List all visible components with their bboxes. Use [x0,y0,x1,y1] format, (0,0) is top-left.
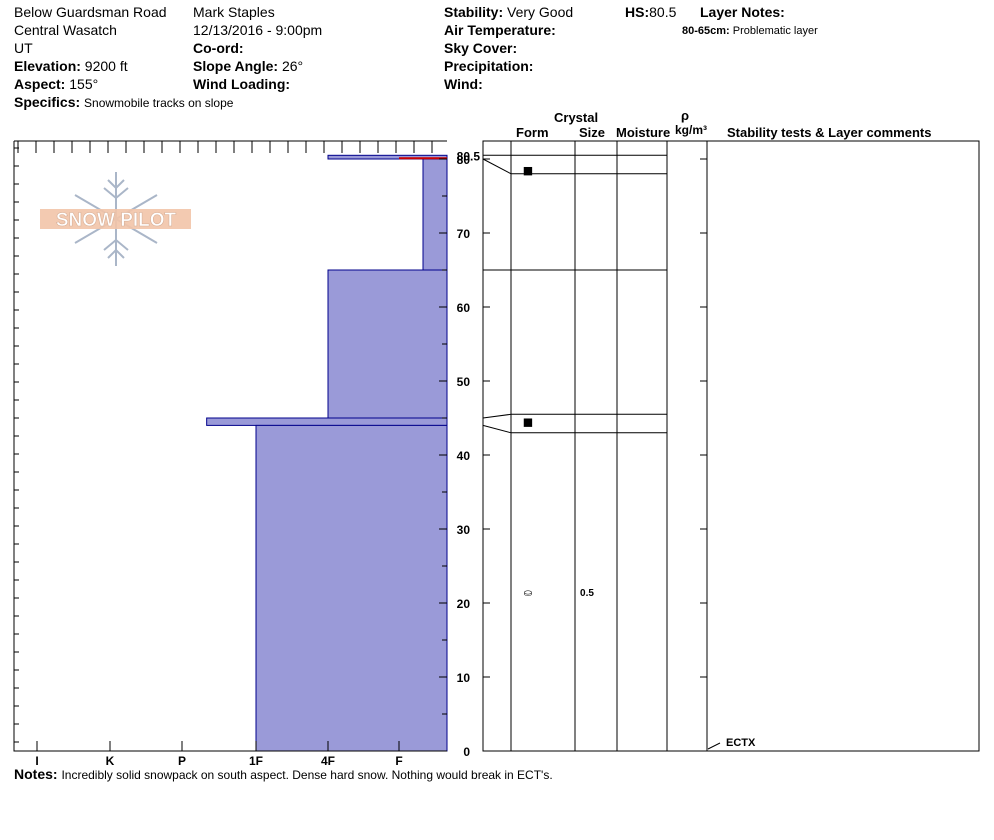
elevation-value: 9200 ft [84,58,128,74]
specifics-label: Specifics: [14,94,81,110]
crystal-form-1: ■ [523,416,533,429]
hardness-tick-label: 1F [249,754,263,768]
depth-tick-label: 80 [457,153,471,167]
hardness-layer-3 [206,417,448,426]
layer-note-text: Problematic layer [732,25,818,37]
mountain-range: Central Wasatch [14,22,117,38]
slope-label: Slope Angle: [193,58,279,74]
depth-tick-label: 10 [457,671,471,685]
table-frame [482,140,980,752]
size-header: Size [579,125,606,140]
hardness-tick-label: P [178,754,186,768]
form-header: Form [516,125,549,140]
left-frame-axes [13,141,447,752]
density-unit-header: kg/m³ [675,123,708,137]
hardness-tick-label: F [395,754,402,768]
logo-text: SNOW PILOT [56,210,177,231]
hardness-layer-2 [327,269,448,419]
hs-value: 80.5 [649,4,677,20]
crystal-size-2: 0.5 [580,588,594,599]
layer-note: 80-65cm: Problematic layer [682,23,818,40]
snowpilot-logo: SNOW PILOT [40,172,191,266]
state: UT [14,40,33,56]
slope-angle: Slope Angle: 26° [193,58,303,75]
hardness-layer-1 [422,158,448,271]
snow-height: HS:80.5 [625,4,676,21]
hardness-tick-label: K [106,754,115,768]
stability-label: Stability: [444,4,504,20]
crystal-header: Crystal [554,110,599,125]
test-result-label: ECTX [726,737,756,749]
depth-tick-label: 40 [457,449,471,463]
notes-label: Notes: [14,766,58,782]
layer-boundary-1 [482,158,667,175]
hardness-layer-0 [327,154,448,160]
observer: Mark Staples [193,4,275,20]
layer-note-range: 80-65cm: [682,25,730,37]
wind-label: Wind: [444,76,483,92]
elevation-label: Elevation: [14,58,81,74]
specifics: Specifics: Snowmobile tracks on slope [14,94,233,112]
depth-tick-label: 60 [457,301,471,315]
rho-header: ρ [681,108,690,123]
depth-tick-label: 70 [457,227,471,241]
hs-label: HS: [625,4,650,20]
layer-notes-label: Layer Notes: [700,4,785,20]
notes-text: Incredibly solid snowpack on south aspec… [61,768,553,782]
wind-loading-label: Wind Loading: [193,76,291,92]
specifics-value: Snowmobile tracks on slope [84,96,234,110]
aspect: Aspect: 155° [14,76,98,93]
depth-tick-label: 30 [457,523,471,537]
hardness-layer-4 [255,424,448,752]
location-name: Below Guardsman Road [14,4,167,20]
stability-value: Very Good [507,4,574,20]
layer-boundary-3 [482,413,667,419]
precipitation-label: Precipitation: [444,58,534,74]
layer-boundary-4 [482,424,667,434]
crystal-form-0: ■ [523,164,533,177]
crystal-form-2: ⛀ [524,588,532,599]
coord-label: Co-ord: [193,40,244,56]
datetime: 12/13/2016 - 9:00pm [193,22,323,38]
depth-tick-label: 50 [457,375,471,389]
elevation: Elevation: 9200 ft [14,58,128,75]
notes: Notes: Incredibly solid snowpack on sout… [14,766,553,784]
hardness-tick-label: I [35,754,38,768]
aspect-label: Aspect: [14,76,66,92]
air-temp-label: Air Temperature: [444,22,556,38]
sky-cover-label: Sky Cover: [444,40,518,56]
stability-tests-header: Stability tests & Layer comments [727,125,932,140]
depth-top-label: 80.5 [457,149,481,163]
test-result-pointer [707,742,721,750]
aspect-value: 155° [69,76,99,92]
depth-tick-label: 20 [457,597,471,611]
depth-tick-label: 0 [463,745,470,759]
moisture-header: Moisture [616,125,671,140]
slope-value: 26° [281,58,304,74]
hardness-tick-label: 4F [321,754,335,768]
stability: Stability: Very Good [444,4,573,21]
